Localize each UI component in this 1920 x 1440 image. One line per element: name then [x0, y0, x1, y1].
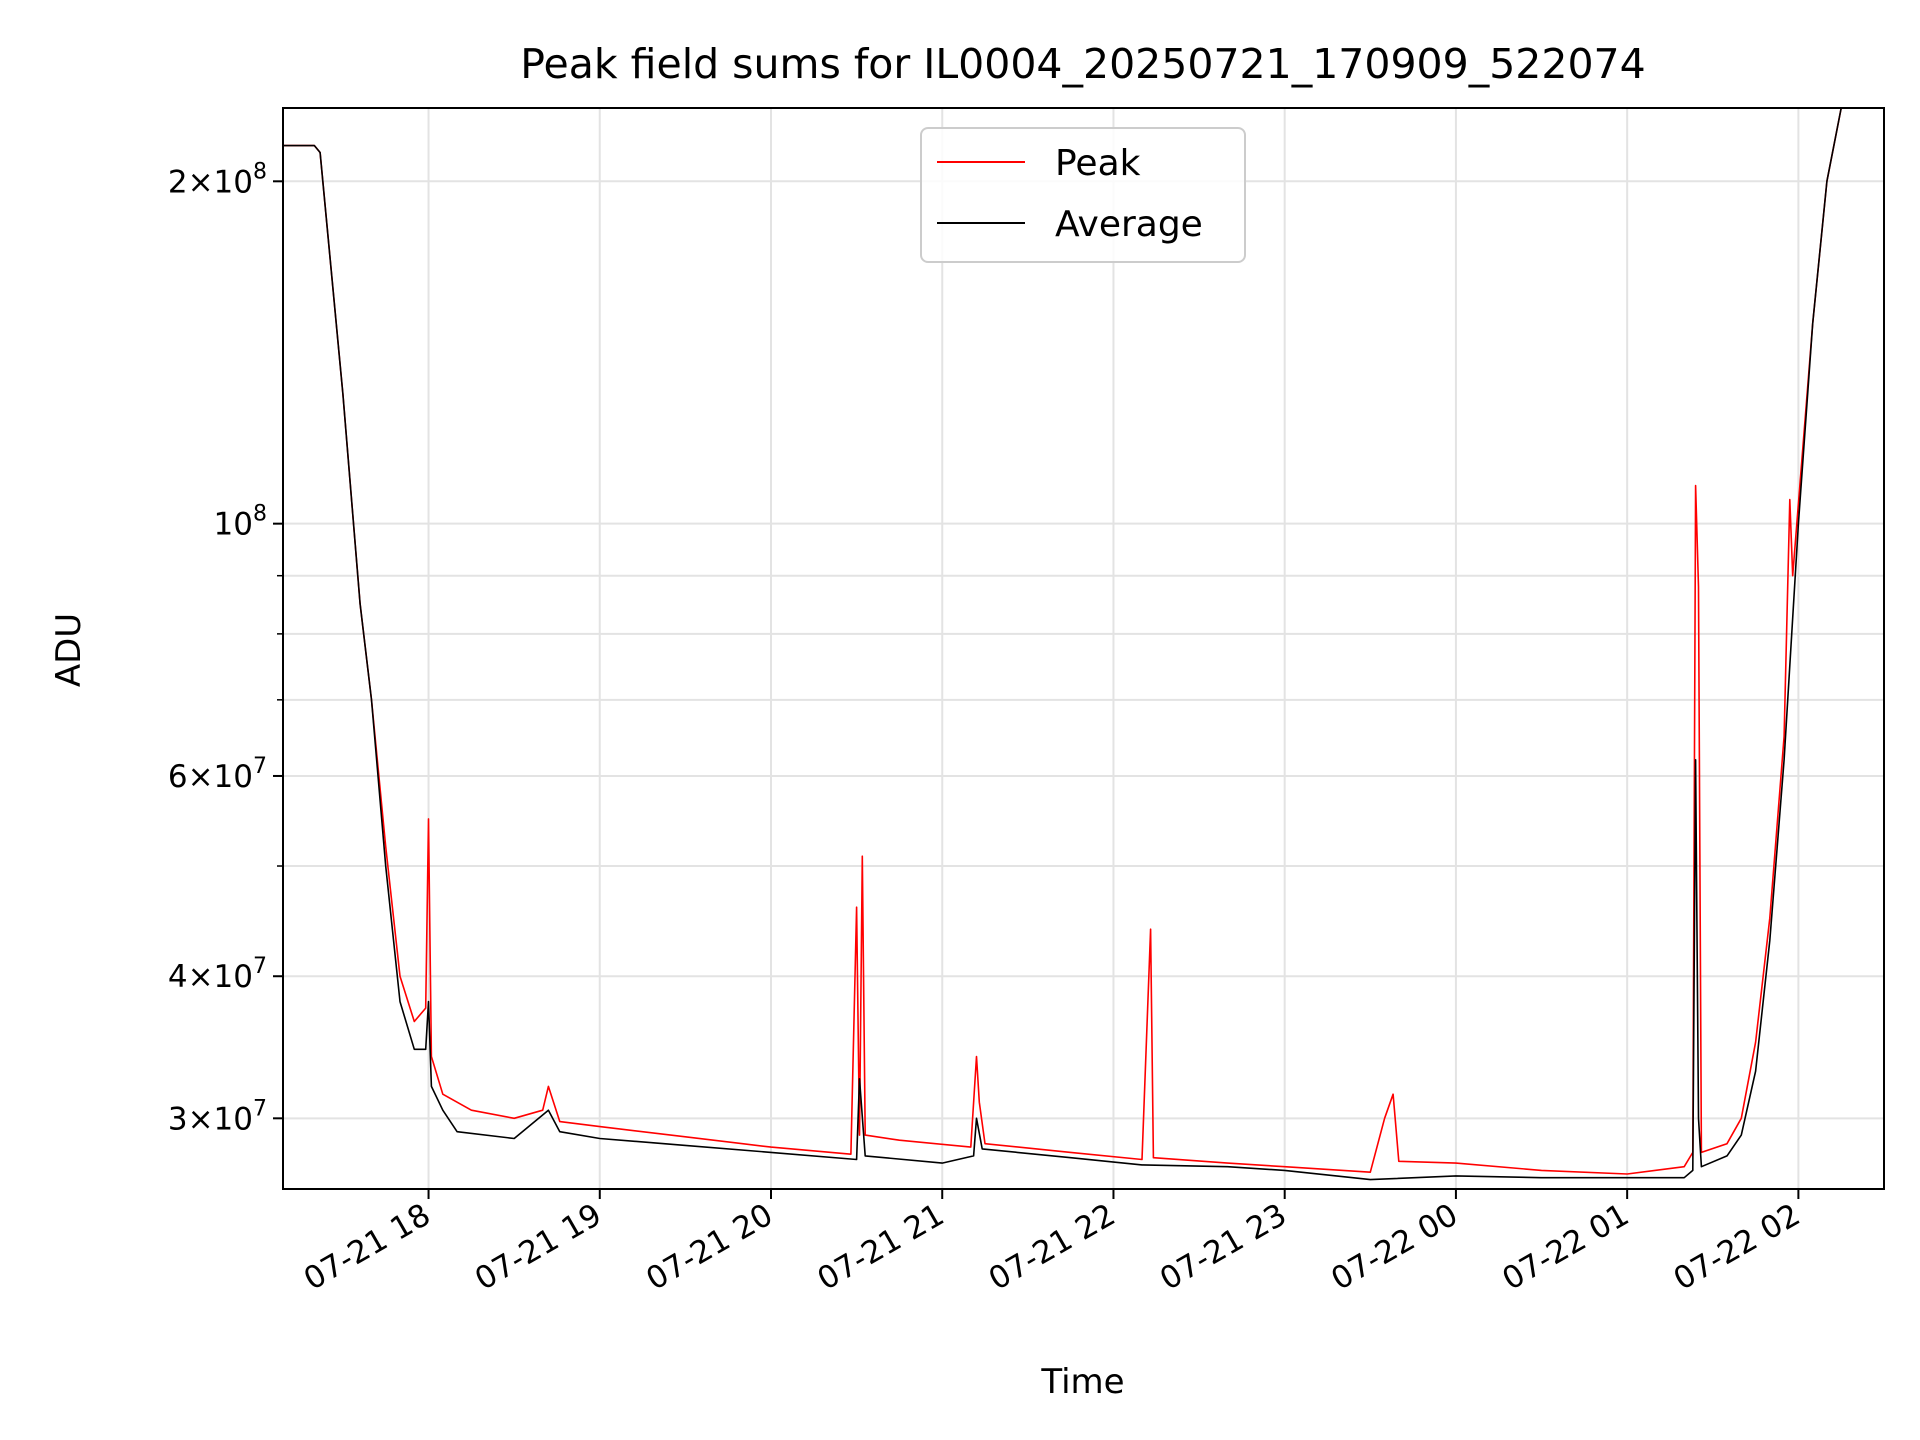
- series-line-peak: [283, 107, 1884, 1175]
- y-tick-label: 3×107: [168, 1096, 267, 1137]
- y-tick-exponent: 7: [253, 754, 267, 779]
- y-tick-mantissa: 6: [168, 759, 188, 795]
- y-tick-mantissa: 4: [168, 959, 188, 995]
- y-tick-label: 108: [214, 502, 267, 543]
- y-tick-label: 4×107: [168, 954, 267, 995]
- grid: [283, 108, 1884, 1189]
- y-tick-exponent: 8: [253, 159, 267, 184]
- y-tick-mantissa: 3: [168, 1101, 188, 1137]
- legend-label-peak: Peak: [1055, 143, 1141, 184]
- legend-label-average: Average: [1055, 204, 1203, 245]
- y-tick-exponent: 8: [253, 502, 267, 527]
- series-layer: [283, 107, 1884, 1181]
- chart-title: Peak field sums for IL0004_20250721_1709…: [520, 40, 1645, 88]
- y-tick-label: 6×107: [168, 754, 267, 795]
- y-axis-label: ADU: [49, 613, 89, 687]
- y-tick-exponent: 7: [253, 954, 267, 979]
- series-line-average: [283, 107, 1884, 1181]
- x-axis-label: Time: [1040, 1362, 1124, 1402]
- y-tick-exponent: 7: [253, 1096, 267, 1121]
- legend: Peak Average: [920, 127, 1246, 263]
- plot-frame: [282, 107, 1885, 1190]
- y-tick-label: 2×108: [168, 159, 267, 200]
- y-tick-mantissa: 2: [168, 164, 188, 200]
